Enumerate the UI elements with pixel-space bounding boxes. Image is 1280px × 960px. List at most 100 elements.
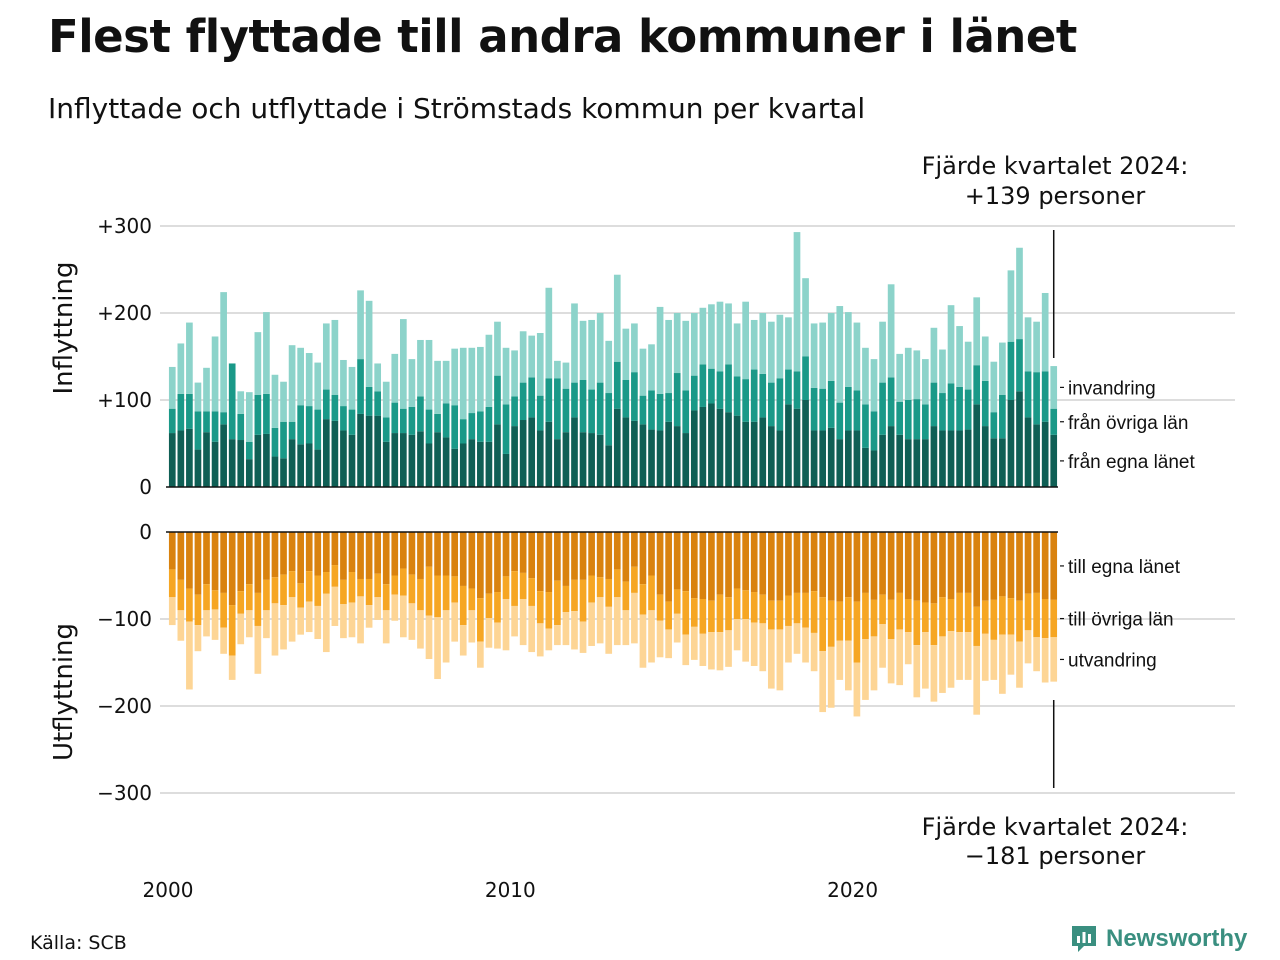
bar-out-own (613, 532, 621, 570)
bar-in-own (545, 421, 553, 487)
bar-out-other (956, 592, 963, 633)
bar-in-immigration (690, 313, 698, 376)
bar-in-immigration (519, 331, 527, 383)
bar-in-other (511, 396, 518, 427)
bar-in-other (254, 394, 262, 435)
bar-out-other (973, 606, 981, 646)
bar-out-emigration (1024, 630, 1032, 664)
bar-out-own (776, 532, 784, 601)
bar-in-other (673, 373, 681, 427)
bar-in-immigration (502, 347, 510, 405)
bar-in-immigration (391, 353, 399, 403)
bar-out-emigration (494, 622, 501, 649)
inflow-segment-label: invandring (1068, 378, 1156, 399)
bar-in-own (631, 420, 638, 487)
bar-in-other (545, 378, 553, 422)
bar-out-own (767, 532, 775, 601)
bar-in-own (459, 443, 467, 487)
bar-out-own (305, 532, 313, 572)
bar-out-emigration (237, 613, 245, 645)
bar-in-own (579, 432, 587, 487)
bar-out-other (1016, 600, 1023, 642)
bar-in-own (417, 431, 424, 487)
bar-in-immigration (742, 301, 749, 380)
bar-out-other (682, 591, 690, 635)
bar-out-own (1041, 532, 1049, 599)
bar-in-other (340, 406, 347, 431)
bar-in-immigration (417, 339, 424, 397)
bar-in-own (785, 404, 792, 487)
bar-out-own (656, 532, 664, 595)
bar-in-own (639, 424, 647, 487)
bar-in-other (904, 400, 912, 440)
bar-out-emigration (862, 639, 869, 700)
bar-in-immigration (194, 382, 202, 412)
bar-in-other (245, 441, 253, 460)
bar-in-other (417, 396, 424, 432)
bar-in-own (485, 441, 493, 487)
bar-out-own (357, 532, 364, 579)
bar-in-other (827, 380, 835, 428)
bar-out-own (742, 532, 749, 591)
bar-in-immigration (665, 319, 672, 394)
bar-in-own (408, 434, 416, 487)
bar-out-other (263, 579, 270, 611)
x-tick-label: 2000 (143, 878, 194, 902)
bar-in-other (999, 394, 1006, 439)
bar-in-immigration (648, 344, 655, 391)
bar-in-other (186, 393, 193, 429)
bar-in-immigration (280, 381, 287, 422)
bar-out-emigration (1016, 641, 1023, 688)
bar-out-emigration (297, 607, 304, 635)
bar-in-immigration (400, 319, 407, 409)
bar-in-own (391, 433, 399, 487)
bar-out-own (793, 532, 801, 593)
bar-out-other (536, 591, 544, 624)
bar-in-own (990, 438, 998, 487)
bar-out-other (348, 572, 356, 603)
bar-in-immigration (554, 360, 561, 379)
bar-out-own (973, 532, 981, 607)
bar-in-other (425, 409, 433, 444)
bar-out-own (280, 532, 287, 575)
bar-out-other (767, 600, 775, 630)
bar-out-emigration (836, 640, 844, 680)
bar-out-emigration (990, 639, 998, 680)
bar-in-own (365, 415, 373, 487)
bar-in-own (699, 406, 707, 487)
bar-in-other (1050, 408, 1058, 435)
bar-out-other (596, 577, 604, 598)
bar-out-own (459, 532, 467, 586)
bar-in-immigration (511, 350, 518, 397)
bar-in-immigration (1024, 317, 1032, 372)
bar-in-immigration (750, 319, 758, 370)
bar-in-immigration (708, 304, 715, 369)
bar-out-other (425, 566, 433, 616)
bar-in-immigration (408, 359, 416, 407)
bar-in-other (767, 382, 775, 427)
bar-in-immigration (819, 322, 827, 389)
bar-out-emigration (802, 627, 809, 663)
bar-out-other (673, 589, 681, 614)
bar-out-emigration (434, 617, 441, 680)
bar-in-immigration (485, 334, 493, 407)
bar-out-other (186, 588, 193, 622)
bar-out-other (322, 572, 330, 594)
bar-out-own (639, 532, 647, 585)
outflow-ytick-label: 0 (139, 520, 152, 544)
bar-out-emigration (554, 625, 561, 646)
bar-in-own (382, 441, 390, 487)
bar-in-own (904, 439, 912, 487)
bar-in-other (836, 402, 844, 440)
bar-in-own (750, 421, 758, 487)
bar-in-other (485, 406, 493, 442)
bar-out-other (494, 592, 501, 623)
bar-in-immigration (288, 345, 296, 422)
chart-title: Flest flyttade till andra kommuner i län… (48, 10, 1077, 63)
bar-in-other (733, 376, 741, 416)
bar-out-own (631, 532, 638, 567)
bar-in-other (648, 390, 655, 430)
bar-in-other (862, 404, 869, 448)
bar-in-immigration (922, 359, 929, 405)
bar-out-emigration (186, 621, 193, 690)
